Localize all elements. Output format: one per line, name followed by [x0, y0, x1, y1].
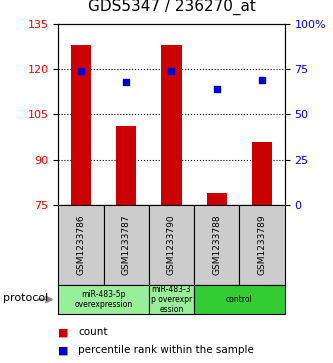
Text: ■: ■ [58, 345, 69, 355]
Text: protocol: protocol [3, 293, 49, 303]
Text: GDS5347 / 236270_at: GDS5347 / 236270_at [88, 0, 255, 15]
Text: count: count [78, 327, 108, 337]
Bar [161, 45, 182, 205]
Bar [206, 193, 227, 205]
Bar [252, 142, 272, 205]
Text: GSM1233786: GSM1233786 [76, 215, 86, 276]
Text: miR-483-5p
overexpression: miR-483-5p overexpression [75, 290, 133, 309]
Text: GSM1233790: GSM1233790 [167, 215, 176, 276]
Text: GSM1233787: GSM1233787 [122, 215, 131, 276]
Text: miR-483-3
p overexpr
ession: miR-483-3 p overexpr ession [151, 285, 192, 314]
Text: control: control [226, 295, 253, 304]
Text: GSM1233789: GSM1233789 [257, 215, 267, 276]
Bar [116, 126, 137, 205]
Point [214, 86, 219, 92]
Point [169, 68, 174, 74]
Text: percentile rank within the sample: percentile rank within the sample [78, 345, 254, 355]
Point [259, 77, 265, 83]
Text: GSM1233788: GSM1233788 [212, 215, 221, 276]
Text: ■: ■ [58, 327, 69, 337]
Point [124, 79, 129, 85]
Bar [71, 45, 91, 205]
Point [78, 68, 84, 74]
